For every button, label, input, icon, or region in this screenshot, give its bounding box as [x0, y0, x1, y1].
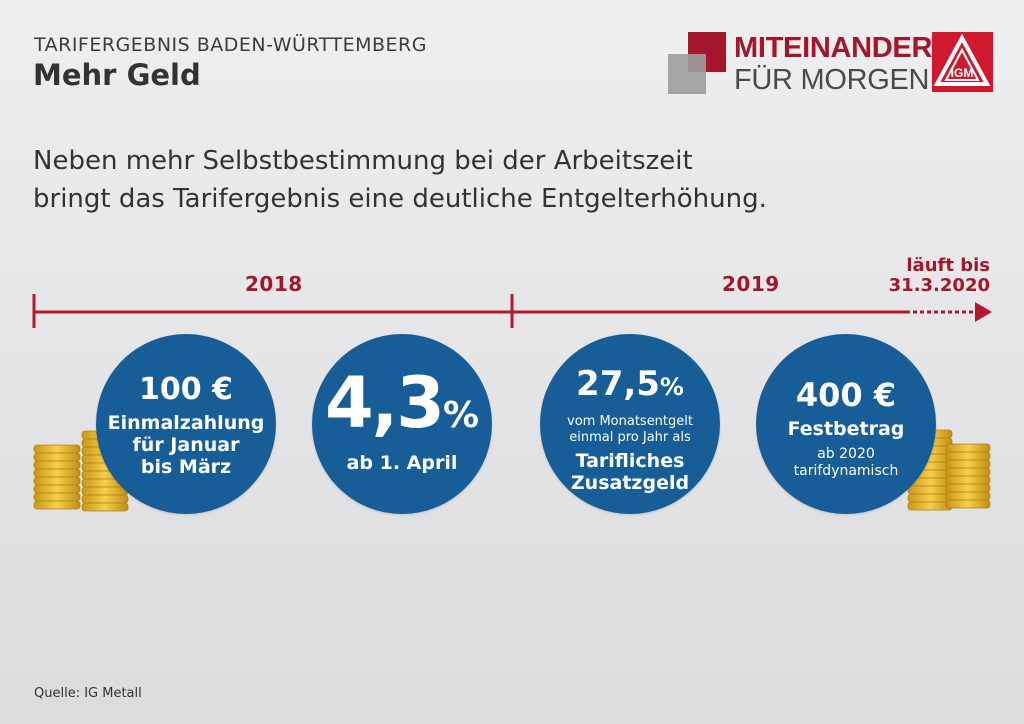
circle-2-value: 4,3: [324, 362, 445, 444]
intro-text: Neben mehr Selbstbestimmung bei der Arbe…: [33, 142, 767, 218]
circle-1-line-2: für Januar: [132, 434, 240, 456]
logo-line-1: MITEINANDER: [734, 32, 933, 64]
timeline-arrow: [32, 294, 992, 328]
circle-3-line-3: Tarifliches: [575, 450, 685, 472]
circle-1-line-1: Einmalzahlung: [107, 412, 265, 434]
circle-2-figure: 4,3%: [312, 364, 492, 461]
circle-3-line-2: einmal pro Jahr als: [569, 430, 691, 445]
circle-supplementary-pay: 27,5% vom Monatsentgelt einmal pro Jahr …: [540, 334, 720, 514]
circle-percentage-raise: 4,3% ab 1. April: [312, 334, 492, 514]
circle-one-time-payment: 100 € Einmalzahlung für Januar bis März: [96, 334, 276, 514]
page-title: Mehr Geld: [33, 58, 201, 92]
circle-4-line-2: ab 2020: [817, 446, 875, 462]
circle-4-line-1: Festbetrag: [787, 418, 905, 440]
ig-metall-logo-icon: IGM: [932, 32, 993, 92]
logo-line-2: FÜR MORGEN: [734, 64, 930, 96]
circle-3-value: 27,5: [576, 364, 660, 404]
until-label: läuft bis 31.3.2020: [880, 256, 990, 296]
circle-1-line-3: bis März: [140, 456, 232, 478]
arrow-head-icon: [975, 302, 992, 322]
circle-3-big-text: Tarifliches Zusatzgeld: [540, 450, 720, 494]
circle-fixed-amount: 400 € Festbetrag ab 2020 tarifdynamisch: [756, 334, 936, 514]
circle-4-line-3: tarifdynamisch: [793, 463, 899, 479]
until-line-2: 31.3.2020: [888, 275, 990, 296]
logo-grey-square: [668, 54, 706, 94]
circle-3-small-text: vom Monatsentgelt einmal pro Jahr als: [540, 414, 720, 446]
circle-1-text: Einmalzahlung für Januar bis März: [96, 412, 276, 478]
intro-line-2: bringt das Tarifergebnis eine deutliche …: [33, 184, 767, 214]
circle-2-unit: %: [442, 395, 480, 436]
source-note: Quelle: IG Metall: [34, 686, 142, 701]
year-2018-label: 2018: [245, 272, 303, 296]
circle-3-line-4: Zusatzgeld: [570, 472, 690, 494]
igm-mark-text: IGM: [951, 66, 974, 80]
circle-2-sub: ab 1. April: [346, 452, 458, 474]
until-line-1: läuft bis: [906, 255, 990, 276]
circle-3-line-1: vom Monatsentgelt: [567, 414, 693, 429]
circle-3-unit: %: [659, 373, 684, 401]
kicker: TARIFERGEBNIS BADEN-WÜRTTEMBERG: [34, 34, 427, 56]
circle-4-value: 400 €: [795, 376, 897, 414]
logo: MITEINANDER FÜR MORGEN IGM: [668, 32, 993, 98]
circle-3-figure: 27,5%: [540, 364, 720, 404]
year-2019-label: 2019: [722, 272, 780, 296]
intro-line-1: Neben mehr Selbstbestimmung bei der Arbe…: [33, 146, 693, 176]
circle-1-value: 100 €: [139, 372, 233, 407]
circle-4-small-text: ab 2020 tarifdynamisch: [756, 446, 936, 480]
coin-stack-left-icon: [33, 430, 129, 512]
